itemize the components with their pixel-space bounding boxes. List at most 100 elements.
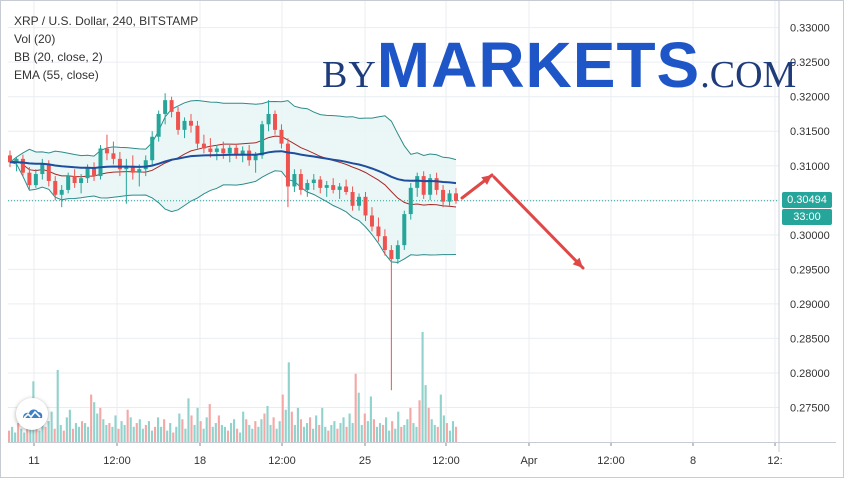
volume-bar: [357, 392, 360, 442]
volume-bar: [302, 426, 306, 442]
volume-bar: [14, 432, 17, 442]
volume-bar: [415, 426, 418, 442]
candle-body: [195, 125, 200, 144]
volume-bar: [147, 421, 150, 442]
candle-body: [415, 176, 420, 188]
volume-bar: [305, 423, 309, 442]
volume-bar: [312, 428, 315, 442]
volume-bar: [220, 424, 223, 442]
volume-bar: [120, 421, 123, 442]
volume-bar: [336, 428, 339, 442]
volume-bar: [135, 423, 138, 442]
x-tick-label: 18: [194, 455, 206, 467]
volume-bar: [150, 430, 154, 442]
bar-countdown-label: 33:00: [782, 209, 832, 225]
ema-line: [9, 150, 457, 185]
volume-bar: [65, 417, 68, 442]
volume-bar: [141, 428, 144, 442]
volume-bar: [293, 424, 296, 442]
candle-body: [382, 236, 387, 251]
y-tick-label: 0.29000: [790, 299, 830, 311]
candle-body: [111, 153, 116, 159]
volume-bar: [44, 426, 47, 442]
forecast-arrow-up-head: [481, 175, 492, 185]
candle-body: [137, 169, 142, 173]
y-tick-label: 0.28000: [790, 368, 830, 380]
forecast-arrows: [460, 173, 585, 270]
bollinger-upper: [9, 99, 457, 163]
volume-bar: [318, 424, 321, 442]
volume-bar: [156, 417, 160, 442]
candle-body: [182, 120, 187, 130]
volume-bar: [369, 396, 372, 442]
candle-body: [208, 148, 213, 152]
volume-bar: [245, 419, 248, 442]
volume-bars: [8, 332, 458, 442]
candle-body: [434, 178, 439, 190]
volume-bar: [397, 411, 400, 442]
time-axis: 11 12:00 18 12:00 25 12:00 Apr 12:00 8 12:: [8, 442, 836, 467]
volume-bar: [287, 362, 290, 442]
volume-bar: [409, 407, 412, 442]
volume-bar: [93, 402, 96, 442]
candle-body: [298, 174, 303, 190]
volume-bar: [169, 423, 172, 442]
volume-bar: [90, 394, 93, 442]
volume-bar: [266, 405, 269, 442]
volume-bar: [433, 424, 436, 442]
volume-bar: [163, 419, 166, 442]
candle-body: [176, 111, 181, 130]
volume-bar: [388, 430, 391, 442]
x-tick-label: Apr: [520, 455, 537, 467]
volume-bar: [20, 428, 23, 442]
volume-bar: [50, 411, 53, 442]
tradingview-logo-button[interactable]: [16, 398, 48, 430]
candle-body: [66, 176, 71, 190]
volume-bar: [436, 426, 439, 442]
candle-body: [117, 158, 122, 170]
volume-bar: [254, 421, 257, 442]
volume-bar: [193, 424, 196, 442]
bollinger-lower: [9, 161, 457, 264]
volume-bar: [208, 404, 211, 442]
volume-bar: [269, 424, 272, 442]
candle-body: [163, 100, 168, 114]
candle-body: [143, 160, 148, 170]
candle-body: [311, 179, 316, 184]
volume-bar: [281, 394, 284, 442]
volume-bar: [339, 423, 342, 442]
volume-bar: [257, 426, 260, 442]
volume-bar: [342, 417, 345, 442]
candle-body: [33, 174, 38, 186]
candle-body: [266, 113, 271, 125]
volume-bar: [275, 428, 278, 442]
candle-body: [214, 148, 219, 152]
volume-bar: [272, 417, 275, 442]
volume-bar: [74, 423, 78, 442]
last-price-label: 0.30494: [782, 192, 832, 208]
volume-bar: [229, 423, 233, 442]
y-tick-label: 0.29500: [790, 264, 830, 276]
volume-bar: [80, 421, 84, 442]
legend-volume: Vol (20): [14, 32, 56, 46]
volume-bar: [251, 428, 254, 442]
candle-body: [357, 196, 362, 206]
candle-body: [337, 186, 342, 190]
candle-body: [447, 193, 452, 202]
volume-bar: [309, 417, 312, 442]
x-tick-label: 12:00: [597, 455, 625, 467]
candle-body: [201, 143, 206, 149]
volume-bar: [181, 419, 184, 442]
cloud-chart-icon: [23, 409, 43, 419]
volume-bar: [196, 407, 199, 442]
volume-bar: [242, 411, 245, 442]
legend-bollinger: BB (20, close, 2): [14, 50, 103, 64]
candle-body: [72, 176, 77, 184]
y-tick-label: 0.28500: [790, 333, 830, 345]
candle-body: [369, 215, 374, 227]
candle-body: [27, 172, 32, 186]
candle-body: [453, 193, 459, 201]
y-tick-label: 0.31000: [790, 161, 830, 173]
candle-body: [104, 148, 109, 154]
